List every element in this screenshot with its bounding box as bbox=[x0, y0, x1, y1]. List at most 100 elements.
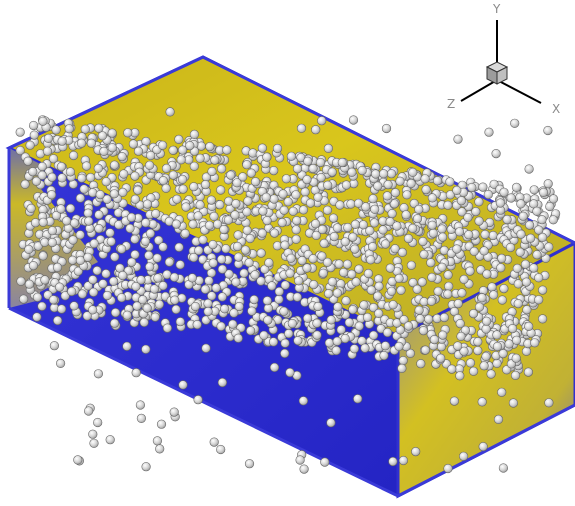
particle bbox=[280, 280, 290, 290]
particle bbox=[269, 362, 280, 373]
particle bbox=[269, 166, 279, 176]
particle bbox=[363, 268, 374, 279]
particle bbox=[473, 337, 483, 347]
particle bbox=[339, 267, 349, 278]
particle bbox=[502, 214, 512, 225]
particle bbox=[347, 167, 357, 177]
particle bbox=[443, 200, 453, 210]
particle bbox=[226, 170, 236, 180]
particle bbox=[537, 232, 548, 242]
particle bbox=[141, 218, 151, 228]
particle bbox=[386, 286, 397, 296]
particle bbox=[152, 253, 162, 263]
particle bbox=[67, 286, 77, 297]
particle bbox=[278, 189, 288, 199]
particle bbox=[38, 116, 48, 126]
particle bbox=[537, 215, 547, 225]
particle bbox=[47, 226, 58, 236]
particle bbox=[171, 304, 181, 315]
particle bbox=[298, 396, 309, 406]
particle bbox=[403, 321, 414, 331]
particle bbox=[534, 225, 544, 235]
particle bbox=[150, 312, 160, 322]
particle bbox=[88, 305, 98, 315]
particle bbox=[455, 319, 465, 329]
particle bbox=[487, 282, 497, 292]
particle bbox=[193, 211, 203, 221]
particle bbox=[40, 275, 50, 285]
particle bbox=[385, 217, 395, 227]
particle bbox=[398, 356, 408, 366]
particle bbox=[369, 330, 379, 340]
particle bbox=[308, 254, 318, 264]
particle bbox=[545, 201, 555, 212]
particle bbox=[138, 295, 148, 305]
particle bbox=[48, 295, 59, 305]
particle bbox=[164, 257, 174, 267]
particle bbox=[81, 161, 92, 171]
particle bbox=[231, 277, 241, 287]
particle bbox=[478, 442, 488, 452]
particle bbox=[359, 300, 369, 310]
particle bbox=[417, 277, 427, 287]
particle bbox=[479, 246, 489, 256]
particle bbox=[279, 306, 289, 316]
particle bbox=[30, 218, 41, 228]
particle bbox=[497, 295, 507, 305]
particle bbox=[379, 169, 389, 179]
particle bbox=[452, 244, 462, 254]
particle bbox=[168, 145, 178, 155]
particle bbox=[231, 199, 241, 209]
particle bbox=[411, 447, 421, 457]
particle bbox=[151, 209, 161, 219]
particle bbox=[89, 238, 99, 249]
particle bbox=[262, 296, 272, 306]
particle bbox=[323, 143, 334, 153]
z-axis-label: Z bbox=[447, 97, 455, 111]
particle bbox=[155, 444, 165, 454]
particle bbox=[537, 314, 548, 324]
particle bbox=[24, 279, 34, 289]
particle bbox=[122, 341, 132, 351]
particle bbox=[544, 242, 554, 252]
particle bbox=[443, 463, 453, 474]
particle bbox=[327, 277, 338, 287]
particle bbox=[205, 142, 215, 152]
particle bbox=[482, 316, 492, 326]
particle bbox=[83, 281, 93, 291]
particle bbox=[116, 244, 127, 254]
particle bbox=[105, 228, 115, 238]
particle bbox=[426, 296, 437, 306]
particle bbox=[474, 197, 484, 207]
particle bbox=[28, 120, 39, 131]
particle bbox=[109, 160, 120, 170]
particle bbox=[468, 309, 479, 319]
particle bbox=[279, 205, 289, 215]
particle bbox=[360, 343, 370, 353]
particle bbox=[181, 202, 191, 212]
particle bbox=[125, 223, 135, 233]
particle bbox=[455, 371, 465, 381]
particle bbox=[315, 157, 326, 168]
particle bbox=[329, 232, 339, 242]
particle bbox=[396, 285, 406, 295]
particle bbox=[522, 305, 532, 315]
particle bbox=[52, 262, 63, 273]
particle bbox=[469, 246, 479, 256]
particle bbox=[324, 338, 335, 348]
particle bbox=[80, 124, 90, 134]
particle bbox=[398, 455, 409, 466]
particle bbox=[287, 318, 297, 329]
particle bbox=[479, 361, 489, 371]
particle bbox=[489, 290, 499, 300]
particle bbox=[93, 163, 103, 173]
particle bbox=[379, 350, 389, 361]
particle bbox=[245, 233, 255, 244]
particle bbox=[414, 204, 424, 214]
particle bbox=[353, 394, 363, 404]
particle bbox=[240, 245, 251, 255]
particle bbox=[107, 143, 117, 153]
particle bbox=[380, 341, 391, 351]
particle bbox=[68, 235, 78, 245]
